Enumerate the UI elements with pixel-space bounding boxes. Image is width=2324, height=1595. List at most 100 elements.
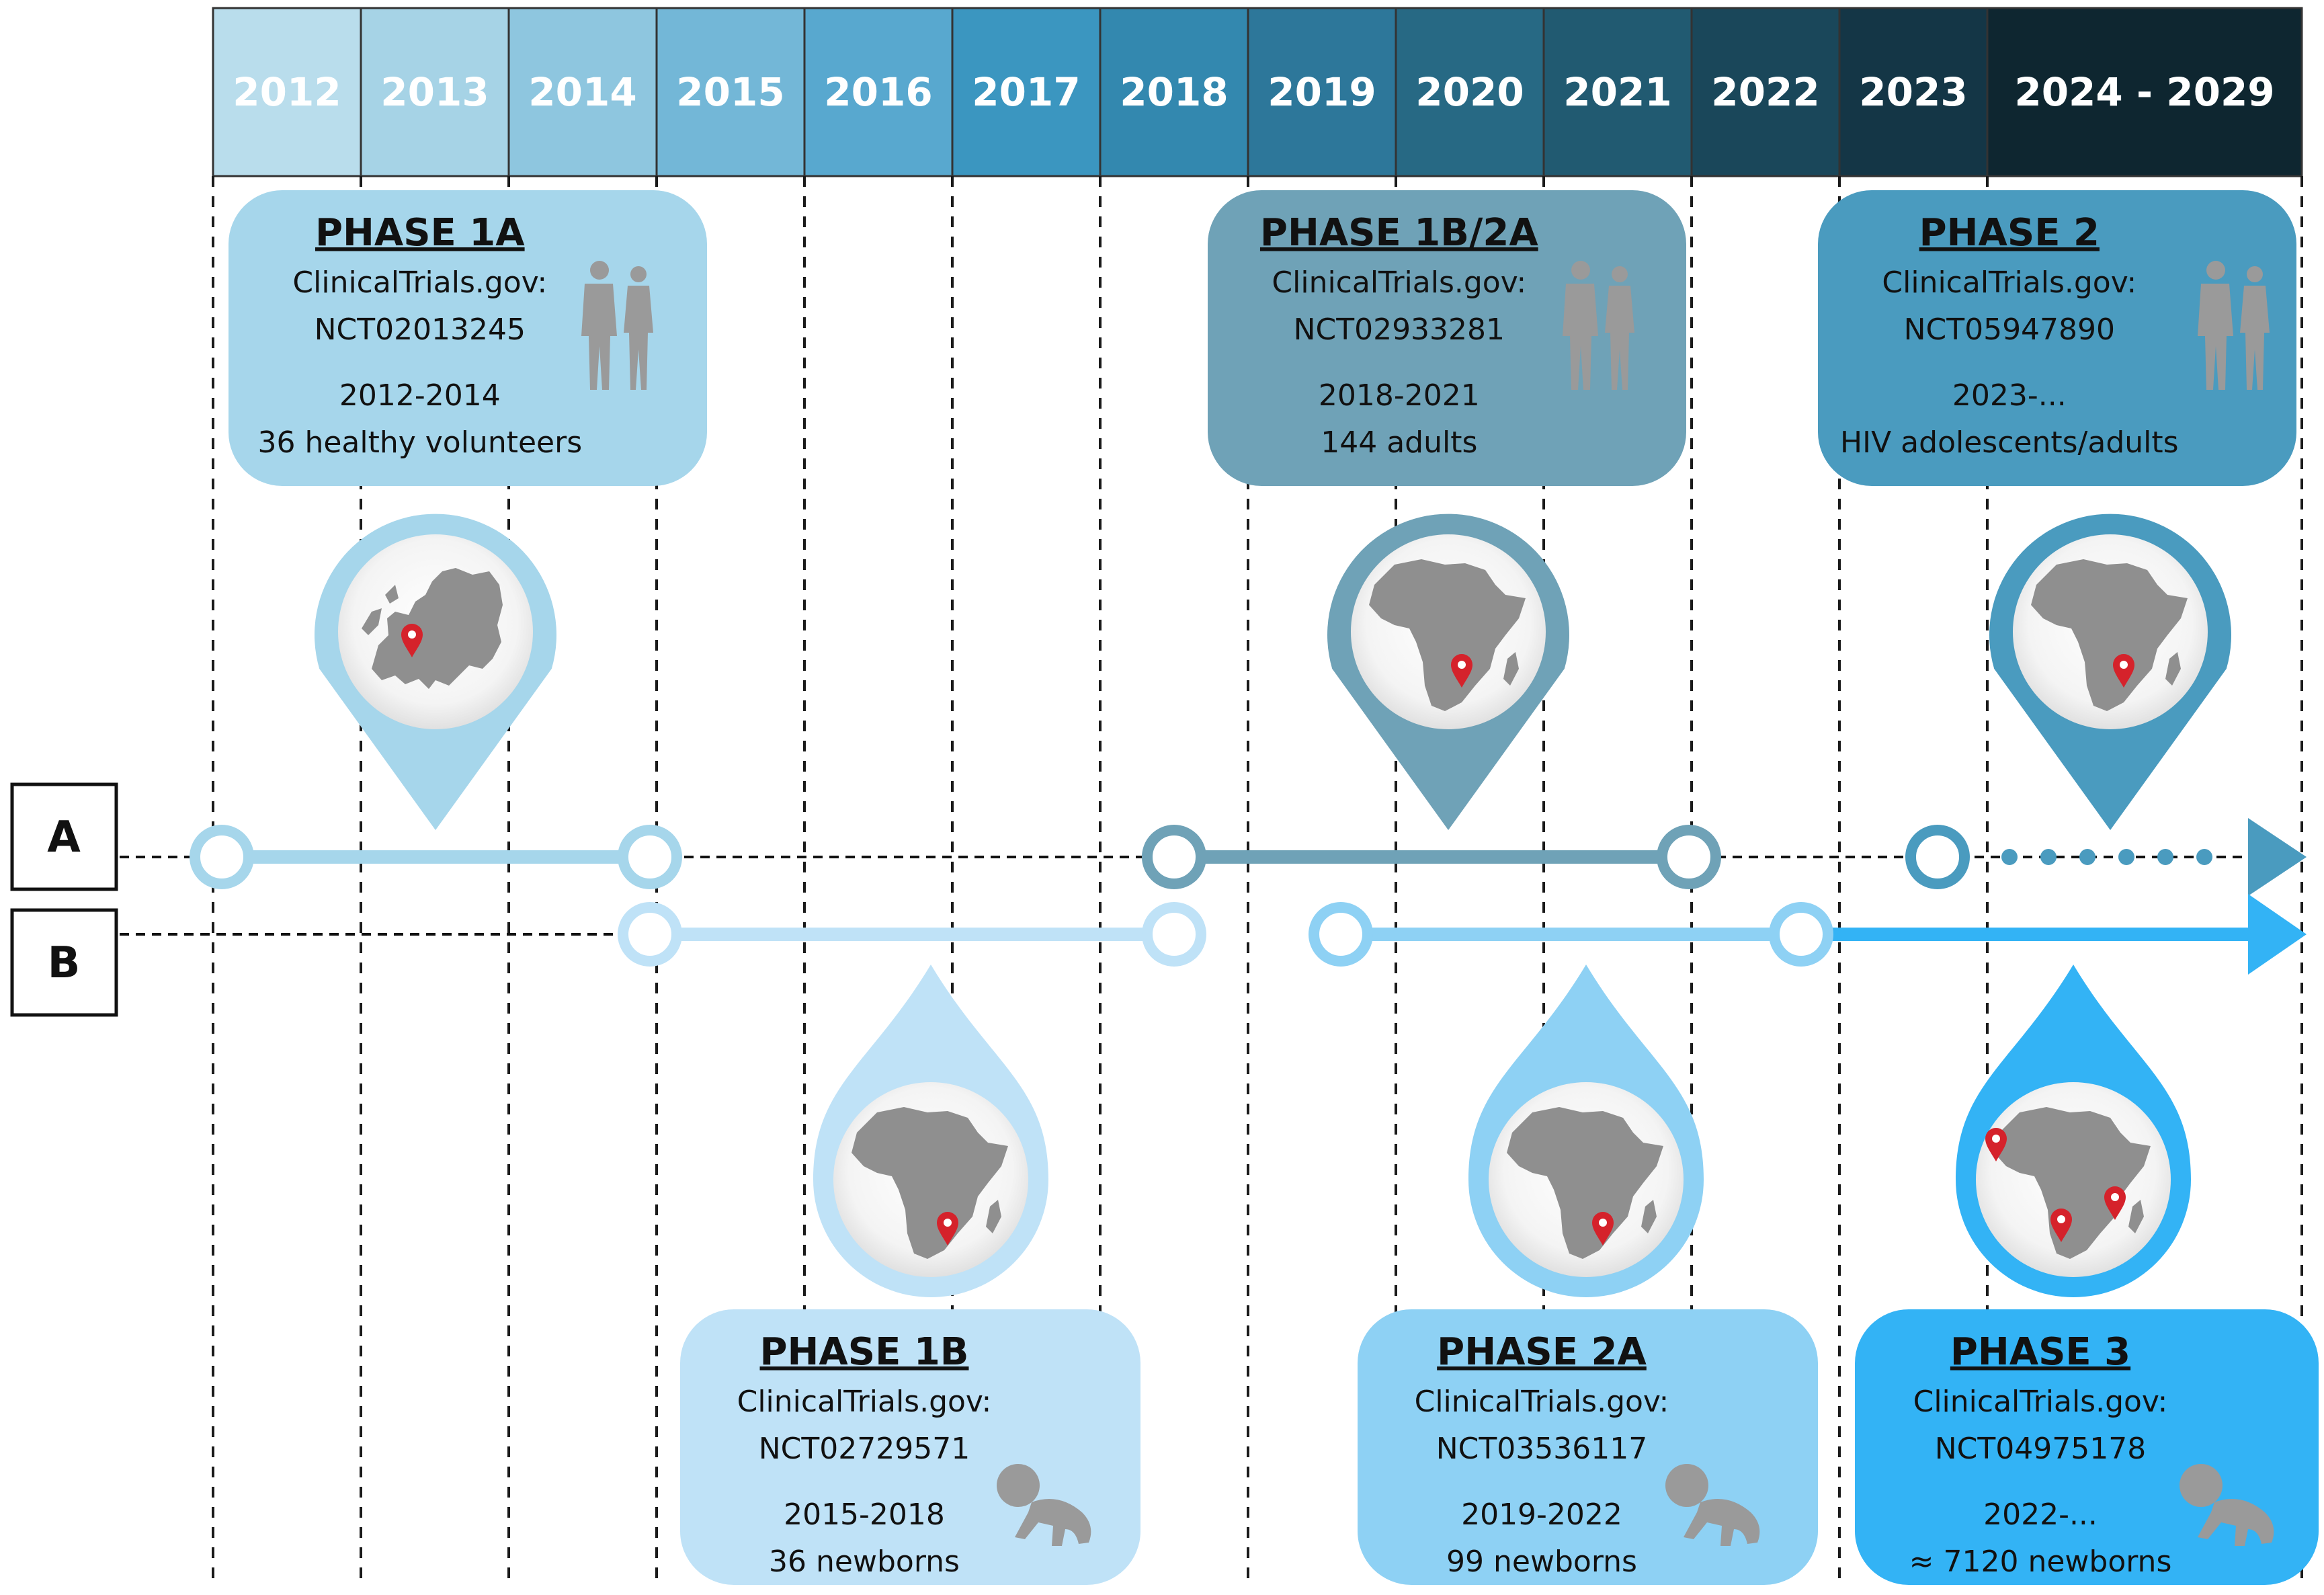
phase-years: 2022-... xyxy=(1983,1498,2098,1532)
track-a-label-text: A xyxy=(47,813,81,862)
phase-3-location-marker xyxy=(1956,965,2191,1297)
year-cell-bg xyxy=(1099,7,1249,177)
year-cell-bg xyxy=(655,7,806,177)
registry-label: ClinicalTrials.gov: xyxy=(292,265,547,300)
phase-card-bg xyxy=(229,190,707,486)
year-cell-7: 2019 xyxy=(1247,7,1397,177)
track-a-dot xyxy=(2157,849,2173,865)
nct-number: NCT02933281 xyxy=(1294,313,1505,347)
phase-2-location-marker xyxy=(1989,514,2231,830)
year-cell-12: 2024 - 2029 xyxy=(1986,7,2303,177)
year-label: 2020 xyxy=(1415,69,1524,115)
phase-card-bg xyxy=(1855,1309,2319,1585)
track-b-arrow-head xyxy=(2248,894,2307,975)
year-cell-bg xyxy=(1247,7,1397,177)
year-label: 2016 xyxy=(824,69,932,115)
year-label: 2012 xyxy=(233,69,341,115)
phase-1b-location-marker xyxy=(813,965,1048,1297)
year-cell-4: 2016 xyxy=(803,7,954,177)
registry-label: ClinicalTrials.gov: xyxy=(1882,265,2136,300)
year-label: 2018 xyxy=(1120,69,1228,115)
year-cell-3: 2015 xyxy=(655,7,806,177)
nct-number: NCT02729571 xyxy=(759,1432,970,1466)
year-cell-2: 2014 xyxy=(507,7,658,177)
track-a-dot xyxy=(2079,849,2095,865)
year-cell-bg xyxy=(1838,7,1989,177)
phase-3-card: PHASE 3 ClinicalTrials.gov: NCT04975178 202… xyxy=(1855,1309,2319,1585)
year-cell-bg xyxy=(212,7,362,177)
year-cell-bg xyxy=(1986,7,2303,177)
year-cell-5: 2017 xyxy=(951,7,1102,177)
track-b-node xyxy=(1142,902,1206,967)
track-a-node xyxy=(618,825,682,889)
year-label: 2021 xyxy=(1563,69,1671,115)
registry-label: ClinicalTrials.gov: xyxy=(1913,1385,2168,1419)
year-cell-bg xyxy=(803,7,954,177)
year-cell-1: 2013 xyxy=(360,7,510,177)
track-a-node xyxy=(1905,825,1970,889)
year-label: 2022 xyxy=(1711,69,1819,115)
track-b-label: B xyxy=(10,908,118,1017)
year-cell-bg xyxy=(1542,7,1693,177)
nct-number: NCT03536117 xyxy=(1436,1432,1647,1466)
phase-years: 2019-2022 xyxy=(1461,1498,1622,1532)
track-a-node xyxy=(190,825,254,889)
year-label: 2019 xyxy=(1268,69,1376,115)
phase-1b-2a-card: PHASE 1B/2A ClinicalTrials.gov: NCT0293328… xyxy=(1208,190,1686,486)
track-a-dot xyxy=(2118,849,2134,865)
year-label: 2024 - 2029 xyxy=(2014,69,2274,115)
track-a-dot xyxy=(2040,849,2057,865)
phase-1b-card: PHASE 1B ClinicalTrials.gov: NCT02729571 20… xyxy=(680,1309,1140,1585)
year-cell-0: 2012 xyxy=(212,7,362,177)
phase-2a-location-marker xyxy=(1468,965,1704,1297)
phase-population: 144 adults xyxy=(1321,425,1477,460)
phase-population: ≈ 7120 newborns xyxy=(1909,1545,2172,1579)
year-label: 2015 xyxy=(676,69,784,115)
phase-years: 2018-2021 xyxy=(1319,378,1480,413)
track-b-node xyxy=(618,902,682,967)
year-cell-bg xyxy=(951,7,1102,177)
phase-2a-card: PHASE 2A ClinicalTrials.gov: NCT03536117 20… xyxy=(1358,1309,1818,1585)
phase-1a-location-marker xyxy=(315,514,556,830)
year-cell-8: 2020 xyxy=(1395,7,1545,177)
track-a-arrow-head xyxy=(2248,818,2307,896)
track-b-node xyxy=(1769,902,1833,967)
phase-card-bg xyxy=(1818,190,2296,486)
phase-population: 36 newborns xyxy=(769,1545,960,1579)
phase-population: 99 newborns xyxy=(1446,1545,1637,1579)
year-label: 2023 xyxy=(1859,69,1967,115)
nct-number: NCT02013245 xyxy=(315,313,526,347)
track-a-dot xyxy=(2001,849,2018,865)
phase-population: 36 healthy volunteers xyxy=(257,425,582,460)
nct-number: NCT04975178 xyxy=(1935,1432,2146,1466)
year-cell-bg xyxy=(360,7,510,177)
registry-label: ClinicalTrials.gov: xyxy=(1415,1385,1669,1419)
phase-title: PHASE 2 xyxy=(1919,211,2100,255)
phase-years: 2023-... xyxy=(1952,378,2067,413)
track-b-node xyxy=(1309,902,1373,967)
phase-card-bg xyxy=(680,1309,1140,1585)
nct-number: NCT05947890 xyxy=(1904,313,2115,347)
year-cell-bg xyxy=(1395,7,1545,177)
phase-title: PHASE 1B/2A xyxy=(1260,211,1538,255)
phase-title: PHASE 1A xyxy=(315,211,525,255)
phase-1b-2a-location-marker xyxy=(1327,514,1569,830)
phase-card-bg xyxy=(1208,190,1686,486)
phase-1a-card: PHASE 1A ClinicalTrials.gov: NCT02013245 20… xyxy=(229,190,707,486)
phase-title: PHASE 2A xyxy=(1437,1330,1647,1374)
year-cell-9: 2021 xyxy=(1542,7,1693,177)
phase-2-card: PHASE 2 ClinicalTrials.gov: NCT05947890 202… xyxy=(1818,190,2296,486)
registry-label: ClinicalTrials.gov: xyxy=(737,1385,992,1419)
year-cell-11: 2023 xyxy=(1838,7,1989,177)
year-cell-bg xyxy=(507,7,658,177)
track-a-label: A xyxy=(10,782,118,891)
phase-years: 2015-2018 xyxy=(784,1498,945,1532)
track-b-label-text: B xyxy=(48,938,81,988)
registry-label: ClinicalTrials.gov: xyxy=(1272,265,1526,300)
phase-population: HIV adolescents/adults xyxy=(1840,425,2179,460)
phase-title: PHASE 3 xyxy=(1950,1330,2130,1374)
year-cell-6: 2018 xyxy=(1099,7,1249,177)
phase-title: PHASE 1B xyxy=(760,1330,969,1374)
track-a-node xyxy=(1657,825,1721,889)
